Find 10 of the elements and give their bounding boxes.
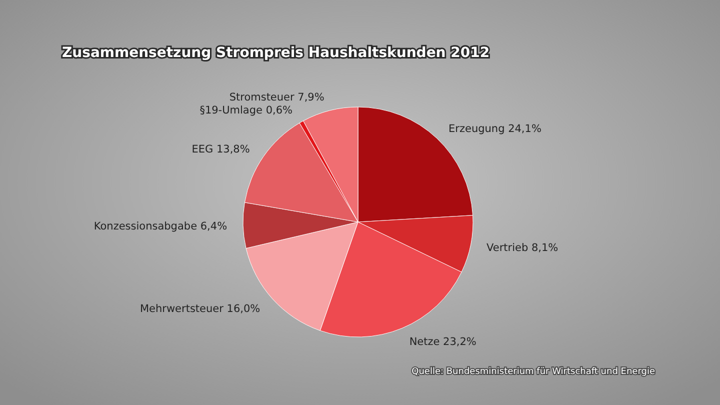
slice-label: Netze 23,2%	[409, 336, 476, 348]
chart-title: Zusammensetzung Strompreis Haushaltskunden 2012	[62, 45, 490, 61]
slice-label: §19-Umlage 0,6%	[200, 104, 293, 116]
source-note: Quelle: Bundesministerium für Wirtschaft und Energie	[412, 367, 656, 377]
slice-label: Mehrwertsteuer 16,0%	[140, 302, 260, 315]
slice-label: Stromsteuer 7,9%	[229, 92, 324, 104]
slice-label: Erzeugung 24,1%	[448, 122, 542, 135]
slice-label: EEG 13,8%	[192, 143, 250, 156]
slice-label: Vertrieb 8,1%	[486, 242, 558, 254]
slice-label: Konzessionsabgabe 6,4%	[94, 220, 228, 233]
